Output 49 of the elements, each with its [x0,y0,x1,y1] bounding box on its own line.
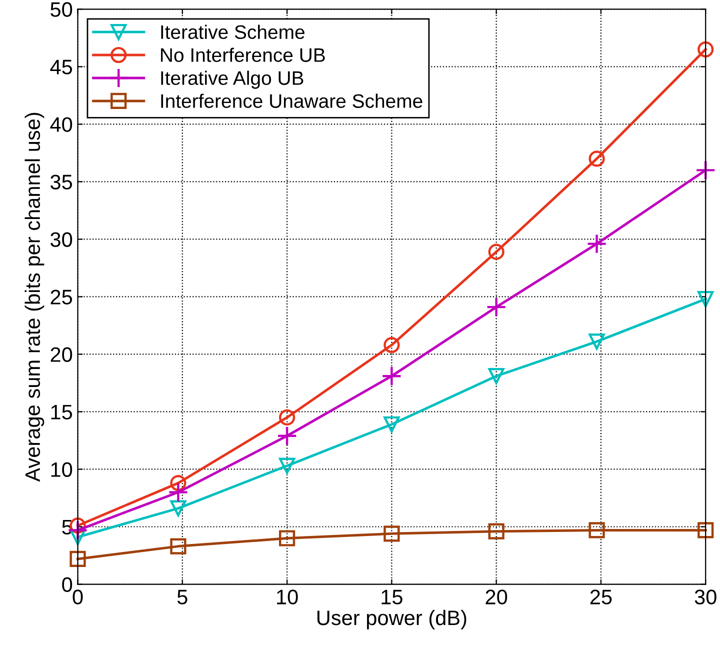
point [70,550,86,568]
point [168,482,188,502]
x-tick-label: 20 [486,590,508,604]
point [384,526,400,542]
point [170,538,186,554]
point [278,530,296,546]
y-axis-title: Average sum rate (bits per channel use) [24,112,44,482]
point [384,416,400,432]
point [278,458,296,474]
point [488,523,504,540]
point [382,366,402,386]
point [170,474,186,492]
y-tick-label: 10 [51,462,72,477]
x-axis-title: User power (dB) [317,610,466,630]
y-tick-label: 30 [50,232,72,247]
point [698,522,714,538]
legend-label: Iterative Scheme [161,24,304,40]
point [278,409,296,426]
y-tick-label: 40 [50,117,72,132]
point [70,529,86,546]
x-tick-label: 30 [694,590,716,604]
point [488,368,504,384]
point [588,334,605,350]
y-tick-label: 0 [62,577,72,592]
point [588,150,605,167]
x-tick-label: 0 [72,590,83,604]
point [695,160,716,180]
point [486,296,506,318]
x-tick-label: 15 [382,590,402,604]
point [170,500,186,516]
y-tick-label: 25 [50,290,72,304]
x-tick-label: 5 [177,590,188,604]
y-tick-label: 50 [50,2,72,17]
point [488,244,504,260]
x-tick-label: 10 [277,590,298,604]
point [698,41,714,58]
y-tick-label: 20 [50,347,72,362]
x-tick-label: 25 [590,590,612,604]
y-tick-label: 15 [51,404,72,420]
point [588,522,605,538]
point [698,290,714,308]
legend-label: No Interference UB [161,48,325,62]
y-tick-label: 35 [50,174,72,190]
point [586,234,607,254]
legend-label: Interference Unaware Scheme [161,94,422,108]
point [384,336,400,354]
point [276,426,298,446]
legend-label: Iterative Algo UB [161,70,304,89]
y-tick-label: 45 [50,60,72,74]
